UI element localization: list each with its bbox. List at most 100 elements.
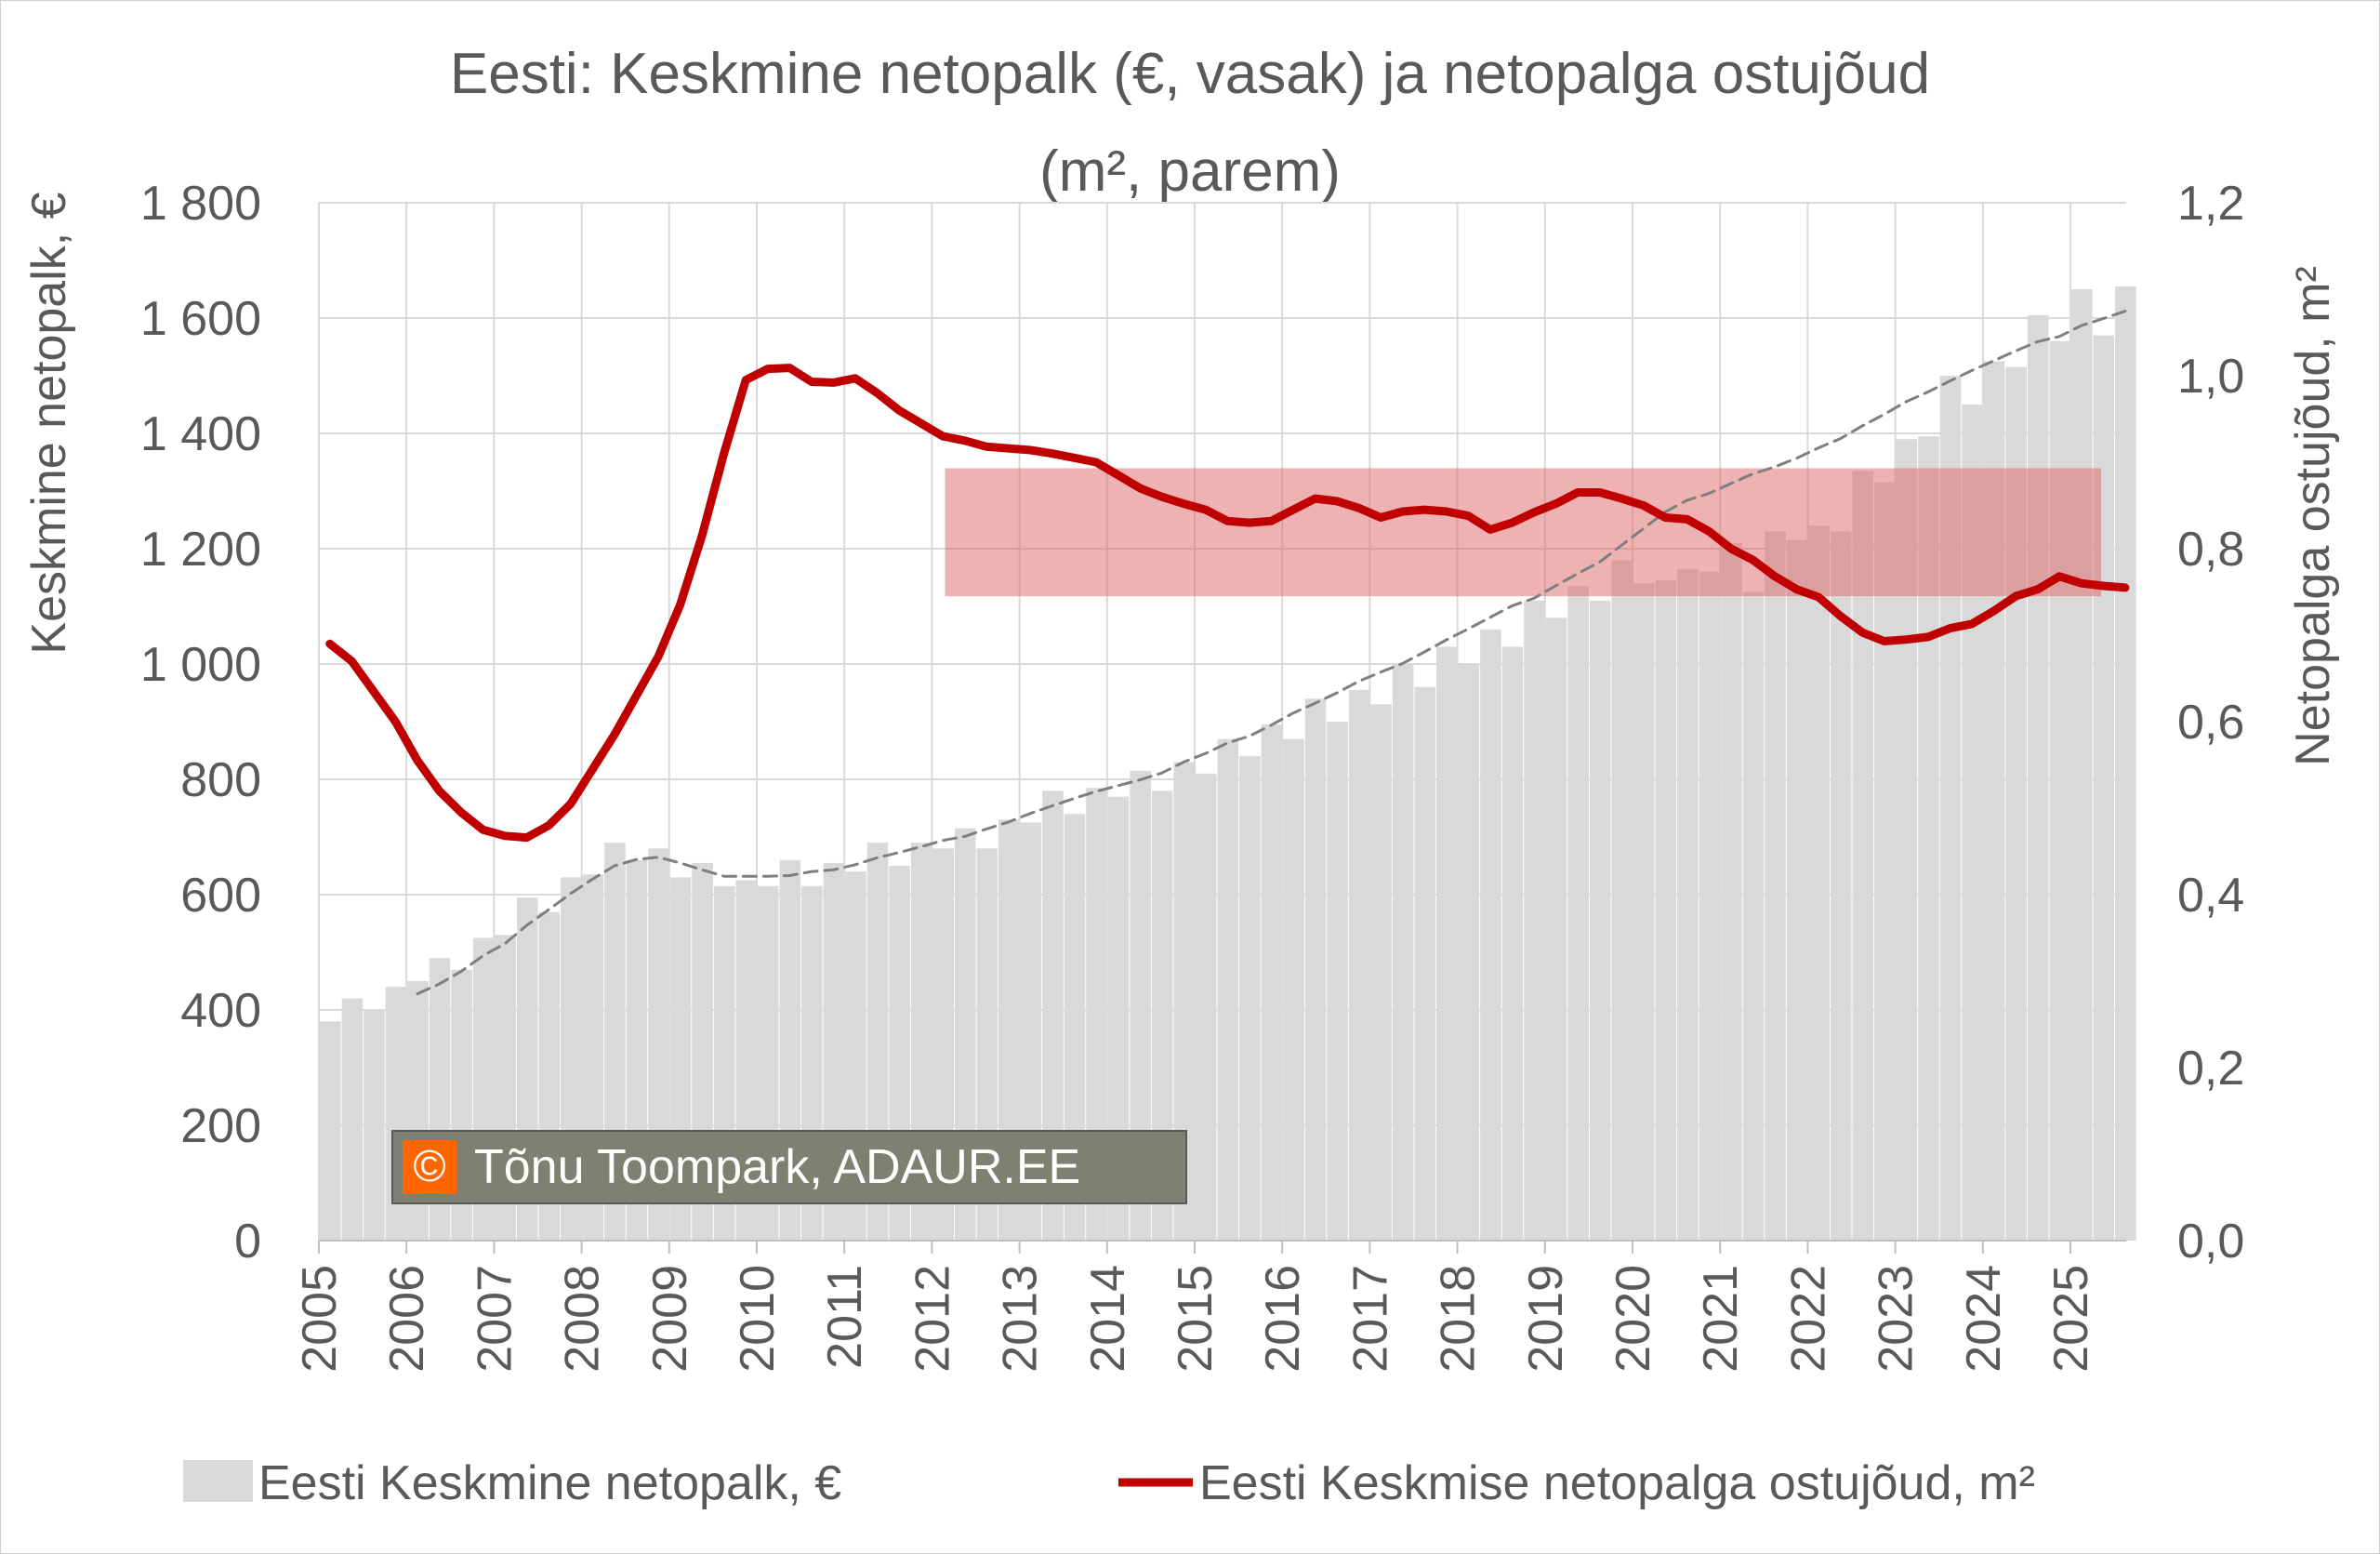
- y-left-tick-label: 600: [180, 869, 261, 923]
- bar: [1611, 560, 1633, 1241]
- y-right-tick-label: 0,2: [2177, 1042, 2244, 1096]
- y-axis-right-label: Netopalga ostujõud, m²: [2286, 266, 2340, 766]
- x-tick-label: 2025: [2044, 1265, 2098, 1373]
- bar: [1567, 586, 1589, 1241]
- legend-label-ostujoud: Eesti Keskmise netopalga ostujõud, m²: [1199, 1456, 2035, 1510]
- bar: [2115, 286, 2136, 1241]
- bar: [1524, 600, 1545, 1241]
- y-right-tick-label: 0,4: [2177, 869, 2244, 923]
- bar: [1107, 796, 1130, 1241]
- bar: [1436, 646, 1458, 1241]
- bar: [364, 1010, 385, 1241]
- bar: [1545, 618, 1567, 1241]
- trend-line-dashed: [416, 310, 2127, 996]
- chart-title-line-2: (m², parem): [1039, 139, 1341, 204]
- bar: [1392, 664, 1414, 1241]
- bar: [1217, 738, 1239, 1241]
- y-right-tick-label: 0,6: [2177, 696, 2244, 750]
- bar: [1589, 600, 1611, 1241]
- bar: [1086, 788, 1107, 1241]
- x-tick-label: 2016: [1256, 1265, 1310, 1373]
- y-left-tick-label: 800: [180, 753, 261, 807]
- y-left-tick-label: 1 800: [140, 177, 261, 231]
- bar: [1458, 664, 1480, 1241]
- x-tick-label: 2018: [1432, 1265, 1486, 1373]
- bar: [1655, 580, 1677, 1241]
- bar: [1348, 689, 1370, 1241]
- line-series: [325, 310, 2130, 996]
- x-tick-label: 2011: [818, 1265, 872, 1369]
- bar: [1042, 790, 1064, 1241]
- bar: [1852, 471, 1874, 1241]
- bar: [1699, 571, 1721, 1241]
- bar: [1196, 773, 1217, 1241]
- bar: [1261, 724, 1283, 1241]
- y-left-tick-label: 0: [234, 1215, 261, 1268]
- y-axis-left-label: Keskmine netopalk, €: [22, 192, 76, 654]
- bar: [2071, 289, 2093, 1241]
- bar: [1808, 525, 1830, 1241]
- bar: [1874, 482, 1896, 1241]
- shaded-band: [945, 468, 2101, 597]
- y-left-tick-label: 1 600: [140, 292, 261, 346]
- bar: [1830, 531, 1852, 1241]
- bar: [1173, 762, 1195, 1241]
- bar: [1130, 770, 1151, 1241]
- x-tick-label: 2017: [1343, 1265, 1397, 1373]
- bar: [1501, 646, 1524, 1241]
- x-tick-label: 2020: [1606, 1265, 1660, 1373]
- copyright-symbol: ©: [413, 1142, 445, 1191]
- bar: [1283, 738, 1304, 1241]
- y-right-tick-label: 0,0: [2177, 1215, 2244, 1268]
- bar: [1765, 531, 1786, 1241]
- bar: [320, 1021, 341, 1241]
- x-tick-label: 2023: [1870, 1265, 1924, 1373]
- x-tick-label: 2007: [468, 1265, 522, 1373]
- chart-title-line-1: Eesti: Keskmine netopalk (€, vasak) ja n…: [450, 42, 1930, 106]
- bar: [1151, 790, 1173, 1241]
- x-tick-label: 2010: [731, 1265, 785, 1373]
- y-left-tick-label: 400: [180, 984, 261, 1038]
- bar: [341, 998, 364, 1241]
- x-tick-label: 2009: [643, 1265, 697, 1373]
- y-left-tick-label: 1 400: [140, 407, 261, 461]
- x-tick-label: 2015: [1169, 1265, 1223, 1373]
- bar: [1239, 756, 1261, 1241]
- watermark-text: Tõnu Toompark, ADAUR.EE: [474, 1140, 1080, 1194]
- bar: [1327, 722, 1348, 1241]
- x-tick-label: 2022: [1781, 1265, 1835, 1373]
- x-tick-label: 2019: [1519, 1265, 1573, 1373]
- bar: [1742, 591, 1765, 1241]
- x-tick-label: 2005: [293, 1265, 347, 1373]
- x-tick-label: 2008: [556, 1265, 610, 1373]
- watermark-box: [391, 1130, 1187, 1204]
- y-right-tick-label: 1,2: [2177, 177, 2244, 231]
- y-right-tick-label: 0,8: [2177, 523, 2244, 577]
- x-tick-label: 2014: [1081, 1265, 1135, 1373]
- legend-swatch-bar: [183, 1460, 253, 1502]
- bar: [1414, 686, 1436, 1241]
- x-tick-label: 2024: [1957, 1265, 2011, 1373]
- legend: Eesti Keskmine netopalk, € Eesti Keskmis…: [183, 1456, 2035, 1510]
- y-left-tick-label: 200: [180, 1099, 261, 1153]
- legend-label-netopalk: Eesti Keskmine netopalk, €: [258, 1456, 841, 1510]
- bar: [1480, 629, 1501, 1241]
- axes: [318, 1240, 2126, 1254]
- x-tick-label: 2012: [906, 1265, 959, 1373]
- y-right-tick-label: 1,0: [2177, 350, 2244, 404]
- line-ostujoud: [325, 364, 2130, 843]
- tick-labels: 0 200 400 600 800 1 000 1 200 1 400 1 600 1 800 0,…: [140, 177, 2244, 1373]
- copyright-icon: [403, 1140, 456, 1194]
- x-tick-label: 2013: [994, 1265, 1048, 1373]
- x-tick-label: 2006: [380, 1265, 434, 1373]
- bar: [2027, 314, 2049, 1241]
- bar: [1633, 583, 1655, 1241]
- bar: [1721, 542, 1742, 1241]
- bar: [1962, 405, 1983, 1241]
- bar: [1677, 568, 1699, 1241]
- bar: [1304, 698, 1327, 1241]
- watermark: © Tõnu Toompark, ADAUR.EE: [391, 1130, 1187, 1204]
- x-tick-label: 2021: [1694, 1265, 1748, 1373]
